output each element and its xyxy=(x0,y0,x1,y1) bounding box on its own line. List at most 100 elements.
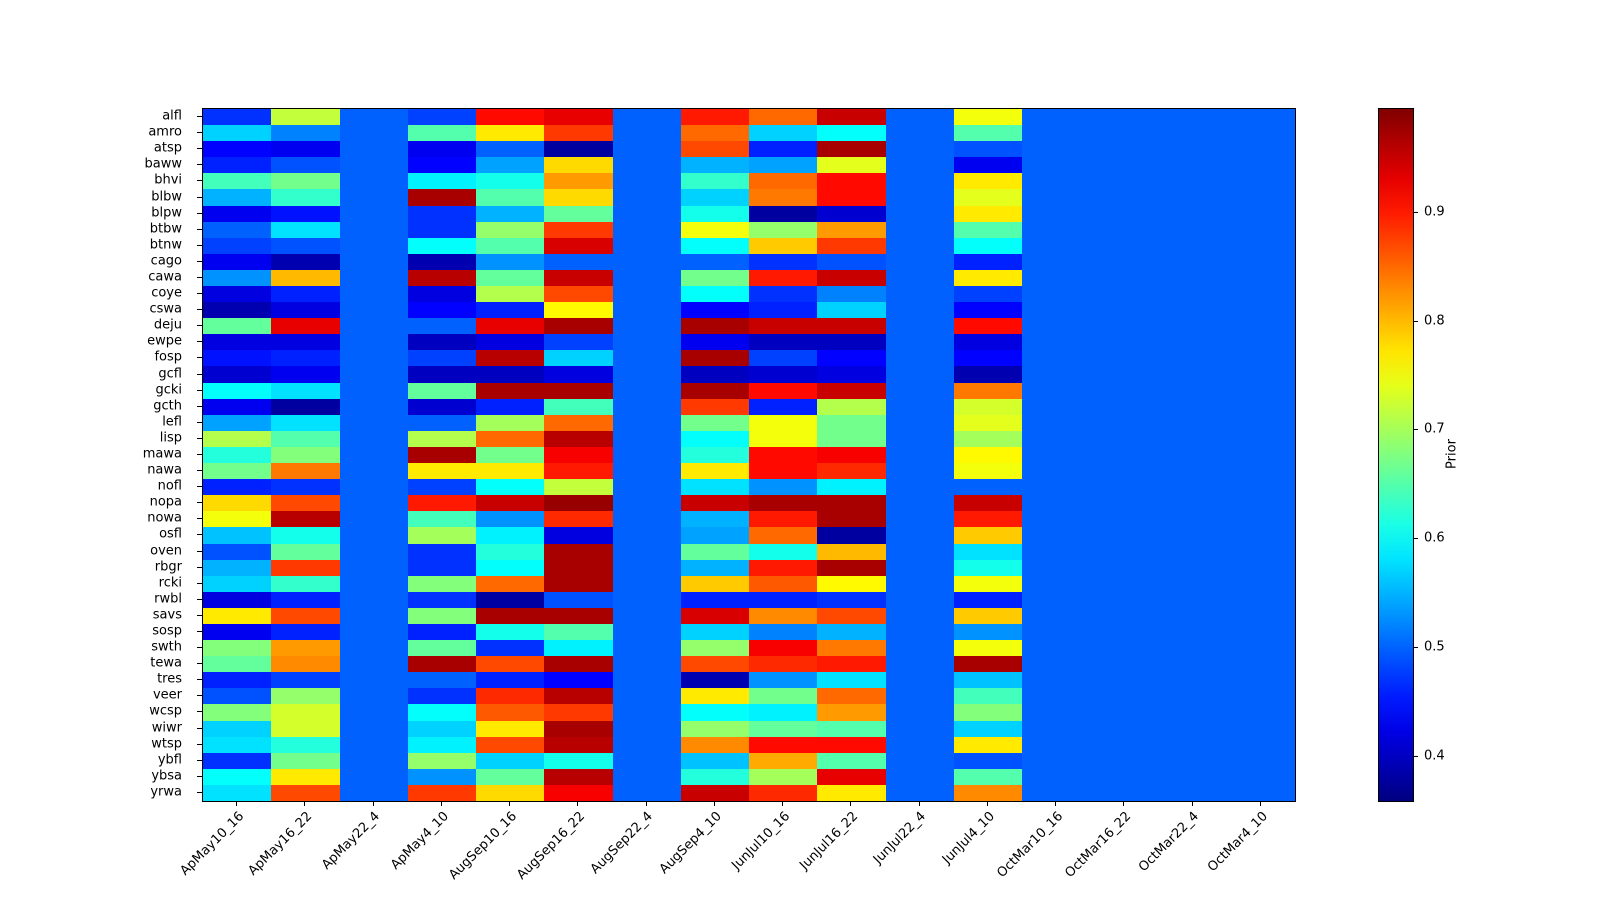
heatmap-cell xyxy=(885,495,954,512)
heatmap-cell xyxy=(1158,414,1227,431)
heatmap-cell xyxy=(407,784,476,801)
heatmap-cell xyxy=(544,784,613,801)
heatmap-cell xyxy=(1226,527,1295,544)
heatmap-cell xyxy=(1226,736,1295,753)
heatmap-cell xyxy=(953,607,1022,624)
heatmap-cell xyxy=(203,221,272,238)
heatmap-cell xyxy=(544,221,613,238)
heatmap-cell xyxy=(885,704,954,721)
row-tick-label: alfl xyxy=(162,108,182,124)
row-tick-mark xyxy=(197,711,202,713)
heatmap-cell xyxy=(407,479,476,496)
heatmap-cell xyxy=(612,189,681,206)
row-tick-label: cawa xyxy=(148,269,182,285)
heatmap-cell xyxy=(271,607,340,624)
heatmap-cell xyxy=(817,302,886,319)
heatmap-cell xyxy=(203,704,272,721)
heatmap-cell xyxy=(407,350,476,367)
heatmap-cell xyxy=(885,430,954,447)
row-tick-label: mawa xyxy=(142,446,182,462)
col-tick-mark xyxy=(577,801,579,806)
heatmap-cell xyxy=(339,382,408,399)
heatmap-cell xyxy=(1022,511,1091,528)
heatmap-cell xyxy=(544,157,613,174)
colorbar-tick-label: 0.7 xyxy=(1424,421,1445,437)
heatmap-cell xyxy=(407,253,476,270)
heatmap-cell xyxy=(817,205,886,222)
heatmap-cell xyxy=(271,334,340,351)
heatmap-cell xyxy=(1226,559,1295,576)
heatmap-cell xyxy=(749,269,818,287)
heatmap-cell xyxy=(953,141,1022,158)
col-tick-label: JunJul16_22 xyxy=(796,809,861,874)
heatmap-cell xyxy=(817,495,886,512)
heatmap-cell xyxy=(1090,495,1159,512)
heatmap-cell xyxy=(271,463,340,480)
heatmap-cell xyxy=(1022,543,1091,560)
heatmap-cell xyxy=(612,495,681,512)
row-tick-label: nopa xyxy=(149,494,182,510)
row-tick-mark xyxy=(197,276,202,278)
heatmap-cell xyxy=(817,479,886,496)
heatmap-cell xyxy=(1158,591,1227,608)
heatmap-cell xyxy=(544,189,613,206)
heatmap-cell xyxy=(476,318,545,335)
heatmap-cell xyxy=(271,269,340,287)
heatmap-cell xyxy=(476,688,545,705)
heatmap-cell xyxy=(953,302,1022,319)
heatmap-cell xyxy=(612,446,681,464)
heatmap-cell xyxy=(339,575,408,592)
heatmap-cell xyxy=(339,157,408,174)
heatmap-cell xyxy=(953,656,1022,673)
heatmap-cell xyxy=(612,543,681,560)
heatmap-cell xyxy=(749,302,818,319)
row-tick-mark xyxy=(197,132,202,134)
heatmap-cell xyxy=(476,656,545,673)
heatmap-cell xyxy=(1022,704,1091,721)
heatmap-cell xyxy=(203,640,272,657)
heatmap-cell xyxy=(680,350,749,367)
heatmap-cell xyxy=(953,511,1022,528)
col-tick-label: ApMay16_22 xyxy=(245,809,315,879)
heatmap-cell xyxy=(1226,109,1295,126)
heatmap-cell xyxy=(339,479,408,496)
heatmap-cell xyxy=(1090,237,1159,254)
heatmap-cell xyxy=(885,173,954,190)
heatmap-cell xyxy=(1090,205,1159,222)
heatmap-cell xyxy=(885,607,954,624)
row-tick-label: gcfl xyxy=(158,366,182,382)
heatmap-cell xyxy=(612,768,681,785)
heatmap-cell xyxy=(817,446,886,464)
heatmap-cell xyxy=(612,205,681,222)
heatmap-cell xyxy=(817,575,886,592)
heatmap-cell xyxy=(680,704,749,721)
heatmap-cell xyxy=(407,575,476,592)
heatmap-cell xyxy=(680,656,749,673)
heatmap-cell xyxy=(1226,640,1295,657)
heatmap-cell xyxy=(203,141,272,158)
heatmap-cell xyxy=(817,414,886,431)
heatmap-cell xyxy=(953,398,1022,415)
heatmap-cell xyxy=(817,286,886,303)
heatmap-cell xyxy=(817,109,886,126)
heatmap-cell xyxy=(1158,511,1227,528)
y-axis-tick-labels: alfl amro atsp baww bhvi blbw blpw btbw btnw cago… xyxy=(0,108,194,800)
row-tick-label: rcki xyxy=(158,575,182,591)
heatmap-cell xyxy=(612,607,681,624)
row-tick-mark xyxy=(197,759,202,761)
heatmap-cell xyxy=(749,189,818,206)
heatmap-cell xyxy=(1090,543,1159,560)
heatmap-cell xyxy=(885,463,954,480)
heatmap-cell xyxy=(544,575,613,592)
heatmap-cell xyxy=(271,543,340,560)
row-tick-mark xyxy=(197,373,202,375)
heatmap-cell xyxy=(817,720,886,737)
heatmap-cell xyxy=(1158,189,1227,206)
row-tick-mark xyxy=(197,647,202,649)
heatmap-cell xyxy=(407,382,476,399)
col-tick-label: OctMar4_10 xyxy=(1204,809,1271,875)
row-tick-mark xyxy=(197,550,202,552)
col-tick-mark xyxy=(1055,801,1057,806)
heatmap-cell xyxy=(1022,302,1091,319)
row-tick-mark xyxy=(197,260,202,262)
